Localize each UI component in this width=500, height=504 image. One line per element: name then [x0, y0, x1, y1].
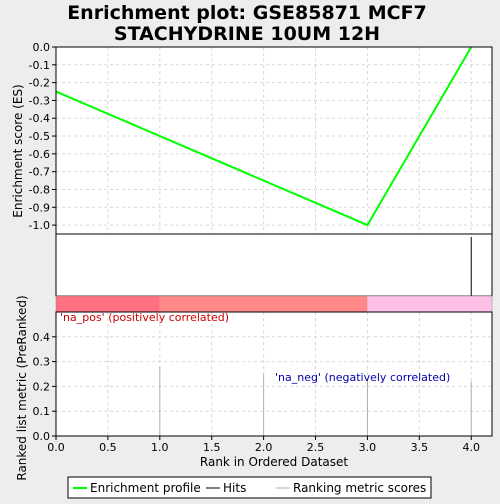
metric-axis: 0.0 0.1 0.2 0.3 0.4 — [33, 331, 56, 443]
es-axis-label: Enrichment score (ES) — [11, 84, 25, 217]
chart-title-line-1: Enrichment plot: GSE85871 MCF7 — [67, 2, 427, 24]
es-tick-label: -0.4 — [29, 112, 50, 125]
x-tick-label: 3.0 — [359, 441, 377, 454]
metric-tick-label: 0.0 — [33, 430, 51, 443]
chart-title-line-2: STACHYDRINE 10UM 12H — [114, 23, 380, 45]
es-tick-label: -0.7 — [29, 166, 50, 179]
legend-profile-label: Enrichment profile — [90, 481, 201, 495]
metric-axis-label: Ranked list metric (PreRanked) — [15, 295, 29, 480]
es-tick-label: -0.5 — [29, 130, 50, 143]
band-segment — [159, 296, 368, 312]
metric-tick-label: 0.2 — [33, 380, 51, 393]
correlation-band — [55, 295, 493, 313]
es-tick-label: -0.6 — [29, 148, 50, 161]
x-tick-label: 3.5 — [411, 441, 429, 454]
legend-metric-label: Ranking metric scores — [293, 481, 426, 495]
es-tick-label: -1.0 — [29, 219, 50, 232]
x-axis: 0.0 0.5 1.0 1.5 2.0 2.5 3.0 3.5 4.0 — [47, 436, 480, 454]
es-tick-label: 0.0 — [33, 41, 51, 54]
positive-correlation-label: 'na_pos' (positively correlated) — [60, 311, 229, 324]
legend-box — [67, 476, 432, 499]
band-segment — [56, 296, 160, 312]
es-tick-label: -0.8 — [29, 183, 50, 196]
metric-tick-label: 0.4 — [33, 331, 51, 344]
es-tick-label: -0.2 — [29, 77, 50, 90]
metric-panel-frame — [55, 311, 493, 437]
es-tick-label: -0.1 — [29, 59, 50, 72]
es-tick-label: -0.9 — [29, 201, 50, 214]
x-tick-label: 2.5 — [307, 441, 325, 454]
x-tick-label: 2.0 — [255, 441, 273, 454]
es-panel — [56, 47, 492, 234]
ranking-metric-bars — [159, 366, 472, 436]
x-tick-label: 0.5 — [99, 441, 117, 454]
negative-correlation-label: 'na_neg' (negatively correlated) — [275, 371, 450, 384]
x-tick-label: 0.0 — [47, 441, 65, 454]
hits-panel — [56, 234, 492, 296]
enrichment-profile-line — [55, 46, 473, 227]
es-axis: 0.0 -0.1 -0.2 -0.3 -0.4 -0.5 -0.6 -0.7 -0.8 -0.9 -… — [29, 41, 56, 232]
es-grid — [55, 46, 492, 234]
x-axis-label: Rank in Ordered Dataset — [200, 455, 348, 469]
legend-hits-label: Hits — [223, 481, 246, 495]
metric-tick-label: 0.3 — [33, 356, 51, 369]
metric-tick-label: 0.1 — [33, 405, 51, 418]
band-segment — [367, 296, 492, 312]
es-tick-label: -0.3 — [29, 94, 50, 107]
x-tick-label: 1.5 — [203, 441, 221, 454]
x-tick-label: 1.0 — [151, 441, 169, 454]
legend: Enrichment profile Hits Ranking metric s… — [67, 476, 432, 499]
x-tick-label: 4.0 — [462, 441, 480, 454]
